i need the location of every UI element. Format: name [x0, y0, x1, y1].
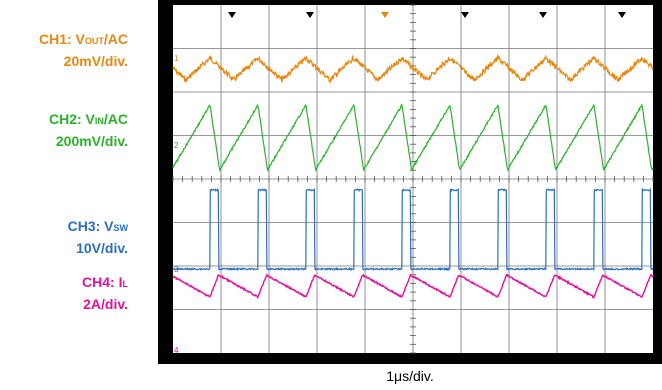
- ch1-name: CH1: VOUT/AC: [38, 31, 128, 47]
- channel-marker-label: 1: [174, 54, 179, 63]
- channel-marker-label: 2: [174, 141, 179, 150]
- ch1-label: CH1: VOUT/AC 20mV/div.: [0, 31, 128, 75]
- ch2-label: CH2: VIN/AC 200mV/div.: [0, 111, 128, 155]
- ch4-label: CH4: IL 2A/div.: [0, 274, 128, 318]
- channel-marker-label: 4: [174, 346, 179, 355]
- marker-icon: [461, 12, 469, 18]
- ch2-trace: [172, 102, 654, 173]
- ch3-label: CH3: VSW 10V/div.: [0, 218, 128, 262]
- ch3-scale: 10V/div.: [76, 240, 128, 256]
- marker-icon: [618, 12, 626, 18]
- x-axis-label: 1μs/div.: [386, 368, 434, 384]
- marker-icon: [539, 12, 547, 18]
- ch4-scale: 2A/div.: [83, 296, 128, 312]
- marker-icon: [228, 12, 236, 18]
- ch4-name: CH4: IL: [82, 274, 128, 290]
- grid: [172, 4, 654, 354]
- ch3-trace: [172, 187, 654, 272]
- marker-icon: [306, 12, 314, 18]
- ch2-scale: 200mV/div.: [55, 133, 128, 149]
- channel-marker-label: 3: [174, 265, 179, 274]
- ch2-name: CH2: VIN/AC: [48, 111, 128, 127]
- trigger-icon: [381, 12, 389, 18]
- ch4-trace: [172, 273, 654, 300]
- waveforms: 1 2 3 4: [172, 53, 654, 355]
- ch3-name: CH3: VSW: [67, 218, 128, 234]
- ch1-scale: 20mV/div.: [63, 53, 128, 69]
- trigger-markers: [228, 12, 626, 18]
- ch1-trace: [172, 53, 654, 84]
